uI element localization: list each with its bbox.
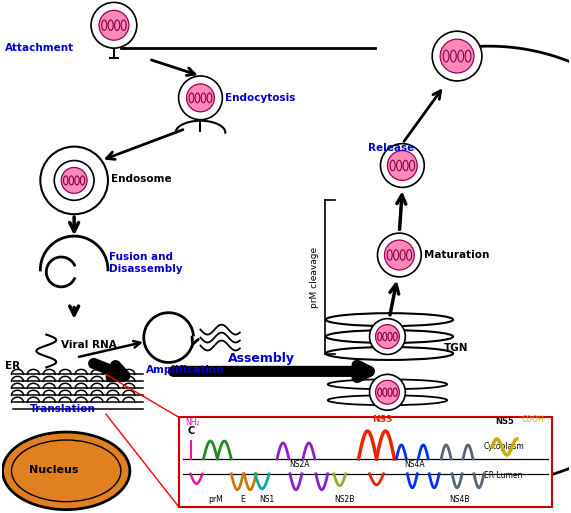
Text: Amplification: Amplification xyxy=(146,365,224,376)
Text: Cytoplasm: Cytoplasm xyxy=(484,442,525,451)
Ellipse shape xyxy=(2,432,130,509)
Circle shape xyxy=(384,240,415,270)
Text: Release: Release xyxy=(368,143,414,152)
Text: NH₂: NH₂ xyxy=(186,418,200,427)
Text: Viral RNA: Viral RNA xyxy=(61,340,117,349)
Text: prM: prM xyxy=(208,495,223,504)
Circle shape xyxy=(369,319,405,354)
Text: NS1: NS1 xyxy=(259,495,275,504)
Circle shape xyxy=(388,151,417,181)
Text: Nucleus: Nucleus xyxy=(29,465,79,475)
Text: E: E xyxy=(240,495,245,504)
Text: Attachment: Attachment xyxy=(5,43,74,53)
Text: NS4B: NS4B xyxy=(449,495,469,504)
Text: NS3: NS3 xyxy=(372,415,393,424)
Bar xyxy=(179,417,552,507)
Text: TGN: TGN xyxy=(444,344,469,353)
Ellipse shape xyxy=(326,330,453,343)
Text: Assembly: Assembly xyxy=(228,352,295,365)
Circle shape xyxy=(54,161,94,200)
Circle shape xyxy=(376,380,399,404)
Circle shape xyxy=(61,167,87,193)
Circle shape xyxy=(377,233,421,277)
Circle shape xyxy=(376,325,399,348)
Text: C: C xyxy=(187,426,195,436)
Text: NS2B: NS2B xyxy=(335,495,355,504)
Ellipse shape xyxy=(328,379,447,389)
Text: NS4A: NS4A xyxy=(404,460,425,469)
Circle shape xyxy=(91,3,137,48)
Text: prM cleavage: prM cleavage xyxy=(310,247,319,308)
Text: NS5: NS5 xyxy=(495,417,514,426)
Text: Disassembly: Disassembly xyxy=(109,264,183,274)
Circle shape xyxy=(380,144,424,187)
Text: Endosome: Endosome xyxy=(111,174,171,184)
Circle shape xyxy=(369,374,405,410)
Ellipse shape xyxy=(326,347,453,360)
Circle shape xyxy=(440,39,474,73)
Text: Fusion and: Fusion and xyxy=(109,252,173,262)
Text: ER: ER xyxy=(5,361,19,371)
Ellipse shape xyxy=(328,395,447,405)
Text: COOH: COOH xyxy=(522,415,545,424)
Text: Maturation: Maturation xyxy=(424,250,489,260)
Ellipse shape xyxy=(326,313,453,326)
Text: Translation: Translation xyxy=(29,404,95,414)
Text: ER Lumen: ER Lumen xyxy=(484,471,522,480)
Text: NS2A: NS2A xyxy=(289,460,309,469)
Circle shape xyxy=(432,31,482,81)
Circle shape xyxy=(179,76,222,120)
Circle shape xyxy=(187,84,214,112)
Circle shape xyxy=(99,10,129,40)
Text: Endocytosis: Endocytosis xyxy=(226,93,296,103)
